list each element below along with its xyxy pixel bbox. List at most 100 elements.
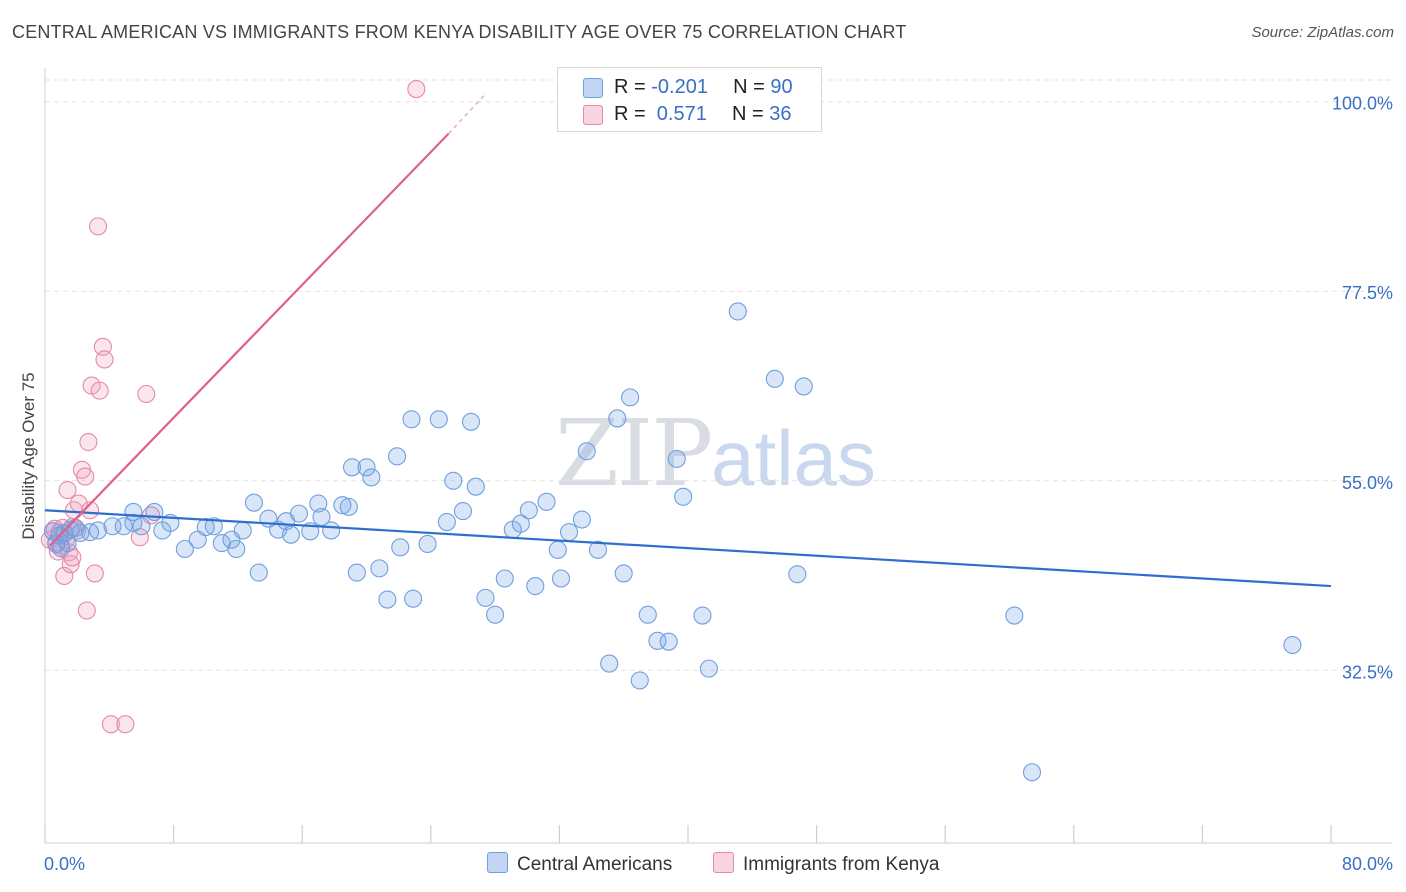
central-american-point — [621, 388, 640, 407]
central-american-point — [233, 521, 252, 540]
trend-lines — [44, 95, 1332, 588]
central-american-point — [486, 605, 505, 624]
legend-r-label: R = — [614, 76, 652, 98]
kenya-point — [76, 467, 95, 486]
x-tick-label: 80.0% — [1342, 854, 1393, 874]
central-american-point — [693, 606, 712, 625]
central-american-point — [461, 412, 481, 431]
legend-r-label: R = — [614, 103, 652, 125]
central-american-point — [699, 659, 718, 678]
y-tick-label: 77.5% — [1342, 283, 1393, 303]
source-label: Source: ZipAtlas.com — [1251, 24, 1394, 41]
central-american-point — [588, 540, 608, 559]
central-american-point — [614, 564, 633, 583]
legend-label: Immigrants from Kenya — [743, 854, 940, 875]
legend-label: Central Americans — [517, 854, 673, 875]
central-american-point — [58, 534, 77, 553]
central-american-point — [404, 589, 423, 608]
central-american-point — [600, 654, 619, 673]
central-american-point — [244, 493, 264, 512]
legend-swatch-pink — [583, 105, 603, 125]
central-american-point — [289, 504, 309, 523]
axes — [44, 68, 1392, 844]
central-american-point — [548, 540, 567, 559]
kenya-point — [58, 480, 77, 500]
central-american-point — [794, 377, 813, 396]
y-tick-label: 55.0% — [1342, 473, 1393, 493]
central-american-point — [453, 502, 473, 521]
kenya-trend-line — [49, 132, 450, 547]
central-american-point — [378, 590, 397, 609]
central-american-point — [1283, 635, 1302, 655]
legend-item-kenya[interactable]: Immigrants from Kenya — [713, 852, 939, 876]
gridlines — [45, 79, 1392, 671]
central-american-point — [322, 521, 341, 540]
kenya-point — [407, 80, 426, 99]
central-american-point — [476, 588, 495, 607]
legend-n-label: N = — [731, 103, 770, 125]
kenya-point — [85, 564, 104, 583]
legend-n-value: 90 — [770, 76, 793, 98]
kenya-point — [137, 384, 156, 404]
kenya-point — [79, 432, 98, 452]
legend-item-central-americans[interactable]: Central Americans — [487, 852, 672, 876]
axis-labels: 100.0% 77.5% 55.0% 32.5% 0.0% 80.0% Disability… — [19, 94, 1393, 874]
central-american-point — [659, 632, 678, 651]
legend-swatch-pink — [713, 852, 734, 873]
central-american-point — [577, 442, 596, 461]
central-american-point — [387, 447, 407, 466]
central-american-point — [519, 501, 538, 520]
central-american-point — [630, 671, 649, 690]
chart-title: CENTRAL AMERICAN VS IMMIGRANTS FROM KENY… — [12, 22, 907, 42]
legend-swatch-blue — [487, 852, 508, 873]
central-american-point — [342, 458, 362, 477]
central-american-point — [1022, 763, 1042, 782]
central-american-point — [418, 534, 437, 554]
correlation-legend: R = -0.201 N = 90 R = 0.571 N = 36 — [557, 67, 822, 132]
central-american-point — [309, 494, 328, 513]
legend-r-value: -0.201 — [651, 76, 708, 98]
legend-swatch-blue — [583, 78, 603, 98]
central-american-point — [728, 302, 747, 321]
legend-r-value: 0.571 — [651, 103, 707, 125]
central-american-point — [370, 559, 389, 578]
kenya-point — [77, 601, 96, 620]
central-american-points — [43, 302, 1302, 782]
central-american-point — [132, 517, 151, 536]
y-axis-label: Disability Age Over 75 — [19, 372, 38, 539]
central-american-point — [495, 569, 514, 588]
central-american-point — [362, 468, 381, 487]
kenya-point — [55, 566, 74, 586]
central-american-point — [347, 563, 366, 582]
central-american-point — [339, 497, 358, 516]
central-american-point — [551, 569, 571, 588]
watermark-atlas: atlas — [711, 414, 876, 502]
central-american-trend-line — [44, 509, 1332, 588]
kenya-point — [116, 715, 135, 734]
y-tick-label: 32.5% — [1342, 662, 1393, 682]
central-american-point — [429, 410, 448, 429]
central-american-point — [227, 539, 246, 559]
kenya-point — [80, 501, 100, 520]
central-american-point — [1005, 606, 1024, 625]
central-american-point — [114, 517, 133, 536]
central-american-point — [391, 538, 410, 557]
central-american-point — [175, 539, 194, 559]
central-american-point — [674, 487, 693, 506]
central-american-point — [333, 496, 352, 515]
central-american-point — [444, 471, 463, 490]
central-american-point — [788, 565, 807, 584]
central-american-point — [466, 477, 485, 496]
kenya-point — [90, 381, 109, 400]
central-american-point — [249, 563, 268, 582]
y-tick-label: 100.0% — [1332, 94, 1393, 114]
central-american-point — [638, 605, 657, 624]
kenya-trend-extension — [447, 95, 485, 135]
central-american-point — [765, 369, 784, 388]
x-tick-label: 0.0% — [44, 854, 85, 874]
central-american-point — [511, 514, 530, 533]
central-american-point — [608, 409, 627, 428]
central-american-point — [204, 517, 223, 536]
central-american-point — [71, 523, 90, 543]
